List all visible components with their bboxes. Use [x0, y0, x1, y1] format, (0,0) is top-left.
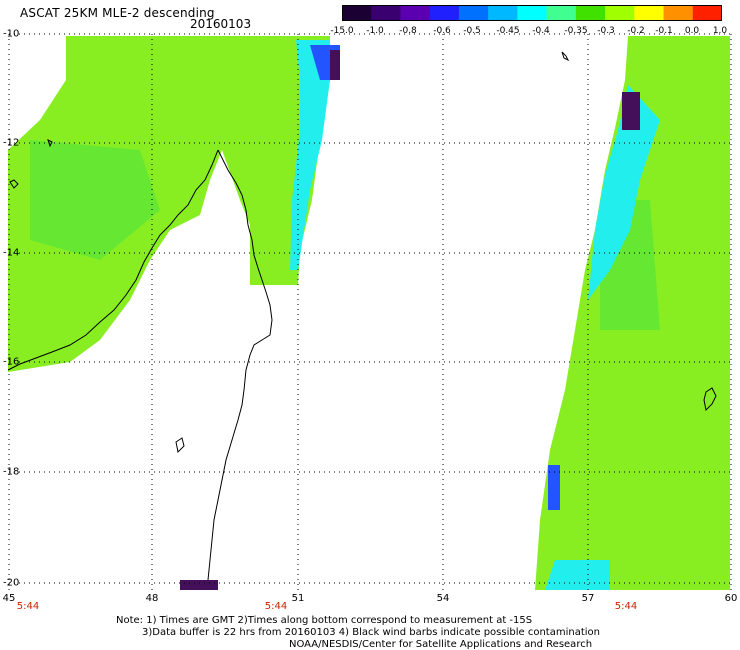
colorbar-label: -0.1	[655, 26, 673, 36]
colorbar-labels: -15.0 -1.0 -0.8 -0.6 -0.5 -0.45 -0.4 -0.…	[330, 26, 732, 38]
swath-east-blue-patch	[548, 465, 560, 510]
time-label: 5:44	[16, 601, 40, 612]
map-date: 20160103	[190, 17, 252, 31]
lat-label: -18	[3, 466, 20, 478]
note-line-2: 3)Data buffer is 22 hrs from 20160103 4)…	[142, 627, 600, 638]
colorbar-swatch	[458, 5, 489, 21]
colorbar-swatch	[546, 5, 577, 21]
colorbar-label: 1.0	[712, 26, 728, 36]
lat-label: -16	[3, 356, 20, 368]
swath-dark-bar	[180, 580, 218, 590]
time-label: 5:44	[614, 601, 638, 612]
lon-label: 54	[436, 593, 450, 604]
colorbar-label: -0.35	[564, 26, 588, 36]
colorbar-swatch	[400, 5, 431, 21]
time-label: 5:44	[264, 601, 288, 612]
colorbar-swatch	[342, 5, 372, 21]
swath-west-dark	[330, 50, 340, 80]
island	[175, 437, 185, 454]
note-line-1: Note: 1) Times are GMT 2)Times along bot…	[116, 615, 533, 626]
lat-label: -12	[3, 137, 20, 149]
colorbar-label: -1.0	[366, 26, 384, 36]
colorbar-label: -0.8	[399, 26, 417, 36]
colorbar-swatch	[429, 5, 460, 21]
lat-label: -20	[3, 577, 20, 589]
colorbar-label: -0.6	[433, 26, 451, 36]
colorbar-swatch	[634, 5, 665, 21]
colorbar-swatch	[488, 5, 518, 21]
colorbar	[342, 5, 722, 21]
swath-west-patch	[30, 140, 160, 260]
island	[47, 139, 53, 148]
island	[9, 179, 19, 189]
colorbar-swatch	[371, 5, 401, 21]
colorbar-label: -0.4	[532, 26, 550, 36]
colorbar-label: 0.0	[684, 26, 700, 36]
madagascar-coast	[207, 149, 273, 581]
colorbar-border	[342, 5, 722, 21]
swath-west-cyan	[290, 40, 330, 270]
colorbar-label: -15.0	[330, 26, 354, 36]
lat-label: -10	[3, 28, 20, 40]
swath-east-dark	[622, 92, 640, 130]
lon-label: 60	[724, 593, 738, 604]
wind-swaths	[8, 36, 730, 590]
madagascar-west-coast	[7, 149, 219, 371]
colorbar-label: -0.3	[597, 26, 615, 36]
colorbar-label: -0.2	[627, 26, 645, 36]
lat-label: -14	[3, 247, 20, 259]
island	[703, 387, 717, 412]
note-line-3: NOAA/NESDIS/Center for Satellite Applica…	[289, 639, 593, 650]
lon-label: 45	[2, 593, 16, 604]
colorbar-swatch	[692, 5, 722, 21]
lat-lon-grid	[8, 33, 732, 590]
colorbar-swatch	[605, 5, 635, 21]
island	[561, 51, 570, 62]
swath-east-cyan-bottom	[545, 560, 610, 590]
colorbar-swatch	[517, 5, 548, 21]
colorbar-label: -0.5	[463, 26, 481, 36]
swath-west	[8, 36, 330, 372]
coastline	[7, 51, 717, 581]
colorbar-swatch	[575, 5, 606, 21]
swath-east-cyan	[588, 85, 660, 300]
map-title: ASCAT 25KM MLE-2 descending	[20, 6, 215, 20]
lon-label: 57	[581, 593, 595, 604]
colorbar-label: -0.45	[496, 26, 520, 36]
colorbar-swatch	[663, 5, 694, 21]
lon-label: 48	[145, 593, 159, 604]
lon-label: 51	[291, 593, 305, 604]
